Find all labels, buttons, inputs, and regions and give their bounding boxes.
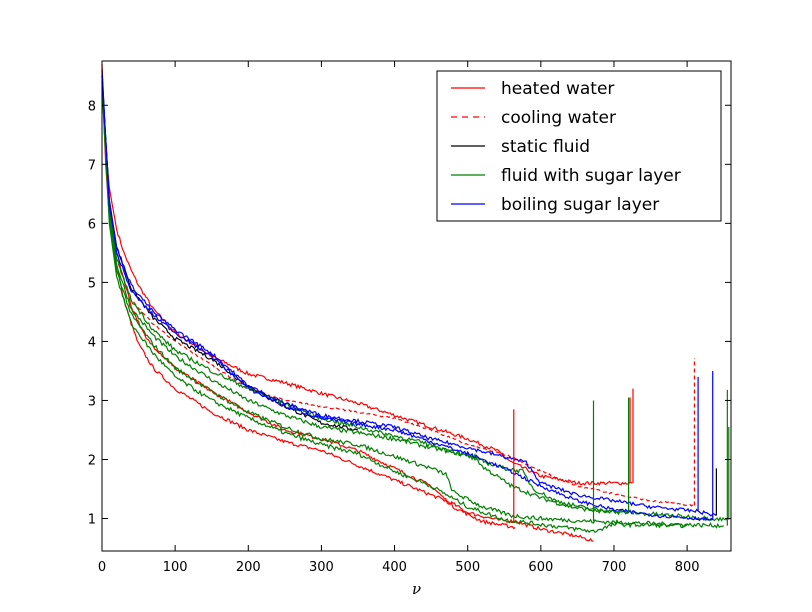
y-tick-label: 3: [88, 394, 96, 409]
series-line: [101, 87, 688, 534]
y-tick-label: 7: [88, 158, 96, 173]
x-tick-label: 800: [675, 560, 700, 575]
x-tick-label: 700: [602, 560, 627, 575]
legend-label: heated water: [501, 79, 614, 99]
y-tick-label: 4: [88, 335, 96, 350]
x-tick-label: 100: [163, 560, 188, 575]
y-tick-label: 5: [88, 276, 96, 291]
x-tick-label: 300: [309, 560, 334, 575]
plot-frame: [101, 60, 732, 552]
x-tick-label: 600: [528, 560, 553, 575]
x-tick-label: 0: [98, 560, 106, 575]
y-tick-label: 2: [88, 453, 96, 468]
y-tick-label: 6: [88, 217, 96, 232]
legend-label: cooling water: [501, 108, 616, 128]
series-layer: [101, 63, 730, 542]
y-tick-label: 8: [88, 99, 96, 114]
axes-layer: 0 100 200 300 400 500 600 700 800 1 2 3 4 5 6 7 8: [88, 61, 731, 575]
series-line: [101, 75, 695, 507]
legend-label: boiling sugar layer: [501, 195, 659, 215]
series-line: [101, 81, 629, 516]
x-axis-label: ν: [412, 580, 421, 598]
legend-label: fluid with sugar layer: [501, 166, 681, 186]
y-tick-label: 1: [88, 513, 96, 528]
legend-label: static fluid: [501, 137, 590, 157]
series-line: [101, 81, 724, 529]
series-line: [101, 69, 717, 517]
x-tick-label: 500: [455, 560, 480, 575]
x-tick-label: 400: [382, 560, 407, 575]
legend: heated water cooling water static fluid flu…: [436, 70, 722, 222]
x-tick-label: 200: [236, 560, 261, 575]
series-line: [101, 75, 714, 522]
